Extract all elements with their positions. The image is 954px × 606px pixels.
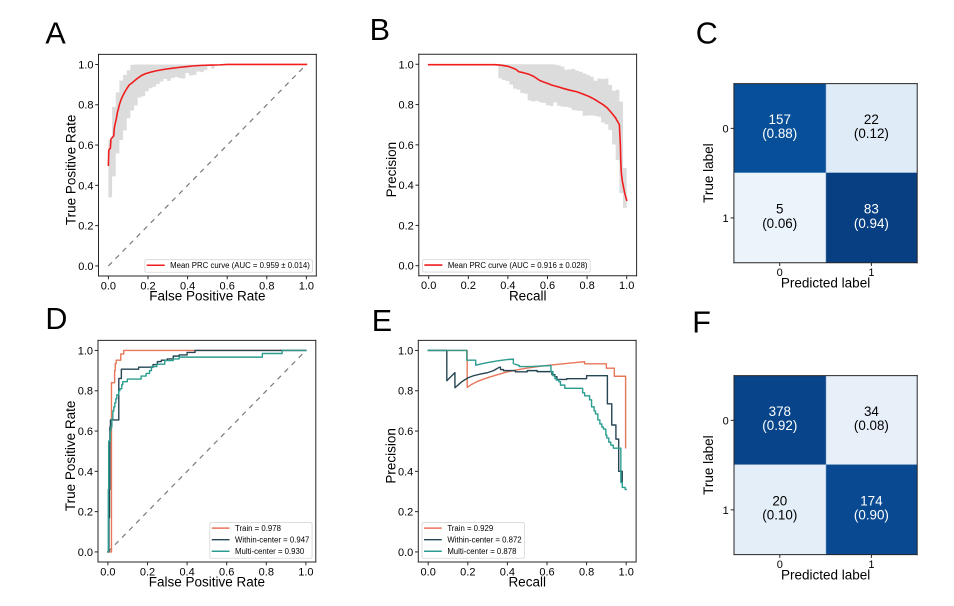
svg-text:1.0: 1.0	[399, 59, 414, 71]
svg-text:(0.12): (0.12)	[854, 126, 889, 141]
svg-text:0.0: 0.0	[101, 280, 116, 292]
svg-text:0.4: 0.4	[500, 280, 515, 292]
svg-text:(0.08): (0.08)	[854, 418, 889, 433]
svg-text:0.0: 0.0	[100, 566, 115, 578]
svg-text:True label: True label	[701, 143, 716, 203]
svg-text:(0.10): (0.10)	[762, 508, 797, 523]
svg-text:0.2: 0.2	[461, 280, 476, 292]
svg-text:0.6: 0.6	[399, 140, 414, 152]
svg-text:0.4: 0.4	[500, 566, 515, 578]
svg-text:C: C	[696, 16, 718, 50]
svg-text:0: 0	[777, 267, 783, 279]
svg-text:Train = 0.929: Train = 0.929	[447, 524, 493, 533]
svg-text:Recall: Recall	[509, 288, 547, 303]
svg-text:83: 83	[864, 202, 879, 217]
svg-text:Mean PRC curve (AUC = 0.916 ±: Mean PRC curve (AUC = 0.916 ± 0.028)	[448, 261, 588, 270]
svg-text:0.0: 0.0	[421, 280, 436, 292]
svg-text:157: 157	[769, 112, 791, 127]
svg-text:1.0: 1.0	[78, 59, 93, 71]
svg-text:True label: True label	[701, 435, 716, 495]
svg-text:0.4: 0.4	[179, 566, 194, 578]
svg-text:Within-center = 0.947: Within-center = 0.947	[235, 535, 309, 544]
svg-text:0.0: 0.0	[398, 547, 413, 559]
svg-text:5: 5	[776, 202, 783, 217]
svg-text:0.8: 0.8	[398, 386, 413, 398]
svg-text:0.6: 0.6	[219, 566, 234, 578]
svg-text:True Positive Rate: True Positive Rate	[64, 115, 79, 226]
svg-text:0.6: 0.6	[539, 566, 554, 578]
svg-text:0.2: 0.2	[78, 507, 93, 519]
svg-text:Precision: Precision	[384, 142, 399, 198]
svg-text:0: 0	[723, 415, 729, 427]
svg-text:0.8: 0.8	[579, 566, 594, 578]
svg-text:0.8: 0.8	[78, 100, 93, 112]
svg-text:1: 1	[723, 505, 729, 517]
svg-text:A: A	[45, 16, 66, 50]
svg-text:0.6: 0.6	[398, 426, 413, 438]
svg-text:(0.92): (0.92)	[762, 418, 797, 433]
svg-text:0.8: 0.8	[78, 386, 93, 398]
svg-text:22: 22	[864, 112, 879, 127]
svg-text:(0.94): (0.94)	[854, 216, 889, 231]
svg-text:0.2: 0.2	[398, 507, 413, 519]
svg-text:(0.06): (0.06)	[762, 216, 797, 231]
svg-text:0.2: 0.2	[78, 221, 93, 233]
svg-text:0.8: 0.8	[399, 100, 414, 112]
svg-text:0.0: 0.0	[78, 547, 93, 559]
svg-text:0.0: 0.0	[421, 566, 436, 578]
svg-text:Multi-center = 0.930: Multi-center = 0.930	[235, 547, 305, 556]
svg-text:1: 1	[868, 559, 874, 571]
svg-text:Predicted label: Predicted label	[781, 567, 870, 582]
svg-text:0.6: 0.6	[220, 280, 235, 292]
svg-text:Precision: Precision	[383, 428, 398, 484]
svg-text:1.0: 1.0	[398, 345, 413, 357]
svg-text:D: D	[45, 302, 67, 336]
svg-text:F: F	[692, 305, 711, 339]
svg-text:Predicted label: Predicted label	[781, 275, 870, 290]
svg-text:0.4: 0.4	[398, 466, 413, 478]
svg-text:1.0: 1.0	[619, 280, 634, 292]
svg-text:0.4: 0.4	[78, 466, 93, 478]
svg-text:0.6: 0.6	[78, 140, 93, 152]
svg-text:1: 1	[722, 213, 728, 225]
svg-text:0.2: 0.2	[140, 280, 155, 292]
svg-text:Recall: Recall	[508, 575, 546, 590]
svg-text:0.6: 0.6	[78, 426, 93, 438]
svg-text:34: 34	[864, 404, 879, 419]
svg-text:(0.88): (0.88)	[762, 126, 797, 141]
svg-text:0.4: 0.4	[78, 180, 93, 192]
svg-text:174: 174	[860, 494, 883, 509]
svg-text:1: 1	[868, 267, 874, 279]
svg-text:Train = 0.978: Train = 0.978	[235, 524, 281, 533]
svg-text:0.4: 0.4	[180, 280, 195, 292]
svg-text:0.4: 0.4	[399, 180, 414, 192]
svg-text:0.8: 0.8	[259, 280, 274, 292]
svg-text:0.2: 0.2	[460, 566, 475, 578]
svg-text:B: B	[370, 13, 390, 47]
svg-text:False Positive Rate: False Positive Rate	[149, 289, 265, 304]
svg-text:20: 20	[772, 494, 787, 509]
svg-text:0: 0	[722, 123, 728, 135]
svg-text:378: 378	[769, 404, 791, 419]
svg-text:(0.90): (0.90)	[854, 508, 889, 523]
svg-text:E: E	[372, 304, 392, 338]
svg-text:0.0: 0.0	[78, 261, 93, 273]
svg-text:True Positive Rate: True Positive Rate	[63, 401, 78, 512]
svg-text:0.2: 0.2	[140, 566, 155, 578]
svg-text:0.8: 0.8	[259, 566, 274, 578]
svg-text:1.0: 1.0	[619, 566, 634, 578]
svg-text:0.0: 0.0	[399, 261, 414, 273]
svg-text:Multi-center = 0.878: Multi-center = 0.878	[447, 547, 516, 556]
svg-text:1.0: 1.0	[298, 566, 313, 578]
svg-text:1.0: 1.0	[299, 280, 314, 292]
svg-text:0.2: 0.2	[399, 220, 414, 232]
svg-text:1.0: 1.0	[78, 345, 93, 357]
svg-text:Mean PRC curve (AUC = 0.959 ±: Mean PRC curve (AUC = 0.959 ± 0.014)	[170, 261, 310, 270]
svg-text:0.6: 0.6	[540, 280, 555, 292]
svg-text:Within-center = 0.872: Within-center = 0.872	[447, 535, 521, 544]
svg-text:0.8: 0.8	[579, 280, 594, 292]
svg-text:False Positive Rate: False Positive Rate	[149, 575, 265, 590]
svg-text:0: 0	[777, 559, 783, 571]
